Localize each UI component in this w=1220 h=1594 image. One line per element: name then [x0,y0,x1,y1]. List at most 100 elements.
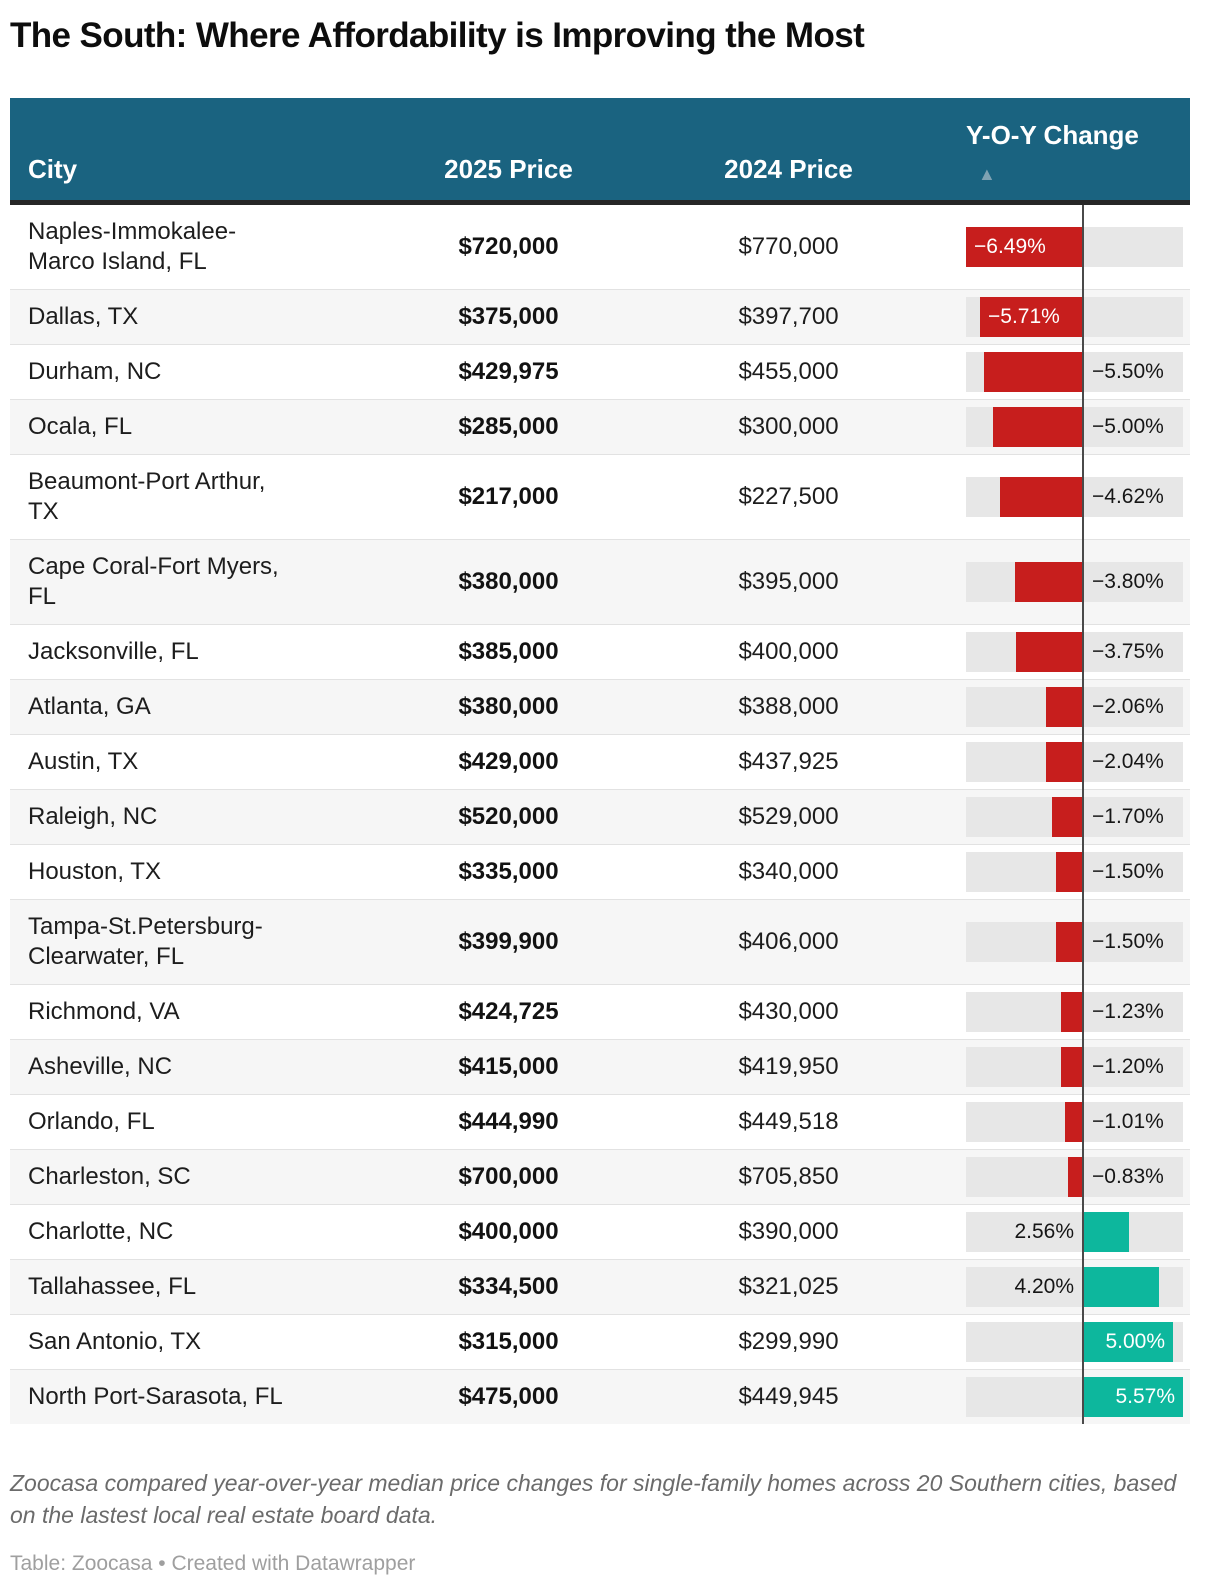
price-2024-cell: $397,700 [738,303,839,331]
column-header-city[interactable]: City [28,154,78,185]
price-2025-cell: $424,725 [458,998,559,1026]
column-header-2024-price[interactable]: 2024 Price [724,154,853,185]
yoy-bar [984,352,1083,393]
bar-track: −1.70% [966,797,1183,838]
yoy-chart-cell: −0.83% [966,1157,1190,1198]
yoy-bar [1083,1267,1159,1308]
price-2025-cell: $334,500 [458,1273,559,1301]
yoy-chart-cell: −1.70% [966,797,1190,838]
yoy-value-label: −1.50% [1092,930,1164,954]
column-header-2025-price[interactable]: 2025 Price [444,154,573,185]
yoy-value-label: 5.00% [1105,1330,1165,1354]
city-cell: Richmond, VA [28,998,180,1026]
yoy-bar [993,407,1083,448]
page-title: The South: Where Affordability is Improv… [10,16,865,55]
city-cell: San Antonio, TX [28,1328,202,1356]
yoy-value-label: −0.83% [1092,1165,1164,1189]
yoy-bar [1016,632,1083,673]
price-2024-cell: $300,000 [738,413,839,441]
yoy-chart-cell: −4.62% [966,477,1190,518]
yoy-bar [980,297,1083,338]
bar-track: −1.20% [966,1047,1183,1088]
bar-track: 5.57% [966,1377,1183,1418]
table-row: Charleston, SC $700,000 $705,850 −0.83% [10,1149,1190,1205]
price-2025-cell: $720,000 [458,233,559,261]
table-row: Charlotte, NC $400,000 $390,000 2.56% [10,1204,1190,1260]
bar-track: −5.50% [966,352,1183,393]
price-2025-cell: $399,900 [458,928,559,956]
yoy-value-label: −1.70% [1092,805,1164,829]
yoy-chart-cell: −1.50% [966,922,1190,963]
column-header-yoy-change[interactable]: Y-O-Y Change ▲ [966,120,1190,200]
yoy-chart-cell: 5.57% [966,1377,1190,1418]
price-2025-cell: $429,000 [458,748,559,776]
bar-track: −1.23% [966,992,1183,1033]
price-2024-cell: $400,000 [738,638,839,666]
yoy-value-label: −4.62% [1092,485,1164,509]
yoy-value-label: −2.06% [1092,695,1164,719]
bar-track: −5.00% [966,407,1183,448]
yoy-chart-cell: −1.23% [966,992,1190,1033]
city-cell: Houston, TX [28,858,161,886]
table-row: Naples-Immokalee- Marco Island, FL $720,… [10,205,1190,290]
price-2024-cell: $299,990 [738,1328,839,1356]
yoy-chart-cell: −2.06% [966,687,1190,728]
yoy-bar [1015,562,1083,603]
bar-track: 2.56% [966,1212,1183,1253]
bar-track: −6.49% [966,227,1183,268]
table-row: Raleigh, NC $520,000 $529,000 −1.70% [10,789,1190,845]
yoy-value-label: −5.71% [988,305,1060,329]
yoy-value-label: 2.56% [1014,1220,1074,1244]
city-cell: Ocala, FL [28,413,133,441]
price-2024-cell: $390,000 [738,1218,839,1246]
yoy-value-label: −2.04% [1092,750,1164,774]
table-row: Cape Coral-Fort Myers, FL $380,000 $395,… [10,539,1190,625]
price-2024-cell: $770,000 [738,233,839,261]
table-row: San Antonio, TX $315,000 $299,990 5.00% [10,1314,1190,1370]
yoy-bar [1068,1157,1083,1198]
table-credit: Table: Zoocasa • Created with Datawrappe… [10,1551,416,1575]
yoy-chart-cell: −5.71% [966,297,1190,338]
city-cell: Tampa-St.Petersburg- Clearwater, FL [28,912,263,971]
yoy-bar [1083,1212,1129,1253]
bar-track: −1.01% [966,1102,1183,1143]
price-2024-cell: $529,000 [738,803,839,831]
affordability-table: City 2025 Price 2024 Price Y-O-Y Change … [10,98,1190,1425]
price-2024-cell: $227,500 [738,483,839,511]
yoy-chart-cell: −1.50% [966,852,1190,893]
table-row: Richmond, VA $424,725 $430,000 −1.23% [10,984,1190,1040]
city-cell: Atlanta, GA [28,693,151,721]
table-row: Jacksonville, FL $385,000 $400,000 −3.75… [10,624,1190,680]
yoy-bar [1000,477,1083,518]
yoy-chart-cell: −5.00% [966,407,1190,448]
sort-ascending-icon[interactable]: ▲ [978,164,996,185]
price-2025-cell: $700,000 [458,1163,559,1191]
yoy-chart-cell: 5.00% [966,1322,1190,1363]
yoy-bar [1046,687,1083,728]
table-row: Austin, TX $429,000 $437,925 −2.04% [10,734,1190,790]
price-2025-cell: $400,000 [458,1218,559,1246]
yoy-chart-cell: 4.20% [966,1267,1190,1308]
yoy-bar [1056,922,1083,963]
yoy-bar [1052,797,1083,838]
city-cell: Cape Coral-Fort Myers, FL [28,552,279,611]
table-row: Orlando, FL $444,990 $449,518 −1.01% [10,1094,1190,1150]
bar-track: −0.83% [966,1157,1183,1198]
bar-track: −1.50% [966,922,1183,963]
yoy-chart-cell: −3.75% [966,632,1190,673]
table-note: Zoocasa compared year-over-year median p… [10,1470,1177,1528]
yoy-value-label: −5.50% [1092,360,1164,384]
yoy-bar [1083,1377,1183,1418]
price-2024-cell: $321,025 [738,1273,839,1301]
city-cell: Raleigh, NC [28,803,158,831]
price-2025-cell: $475,000 [458,1383,559,1411]
price-2025-cell: $415,000 [458,1053,559,1081]
city-cell: Charlotte, NC [28,1218,174,1246]
yoy-chart-cell: −1.01% [966,1102,1190,1143]
price-2025-cell: $444,990 [458,1108,559,1136]
bar-track: −2.06% [966,687,1183,728]
price-2025-cell: $385,000 [458,638,559,666]
yoy-chart-cell: −2.04% [966,742,1190,783]
price-2024-cell: $340,000 [738,858,839,886]
yoy-value-label: 5.57% [1115,1385,1175,1409]
